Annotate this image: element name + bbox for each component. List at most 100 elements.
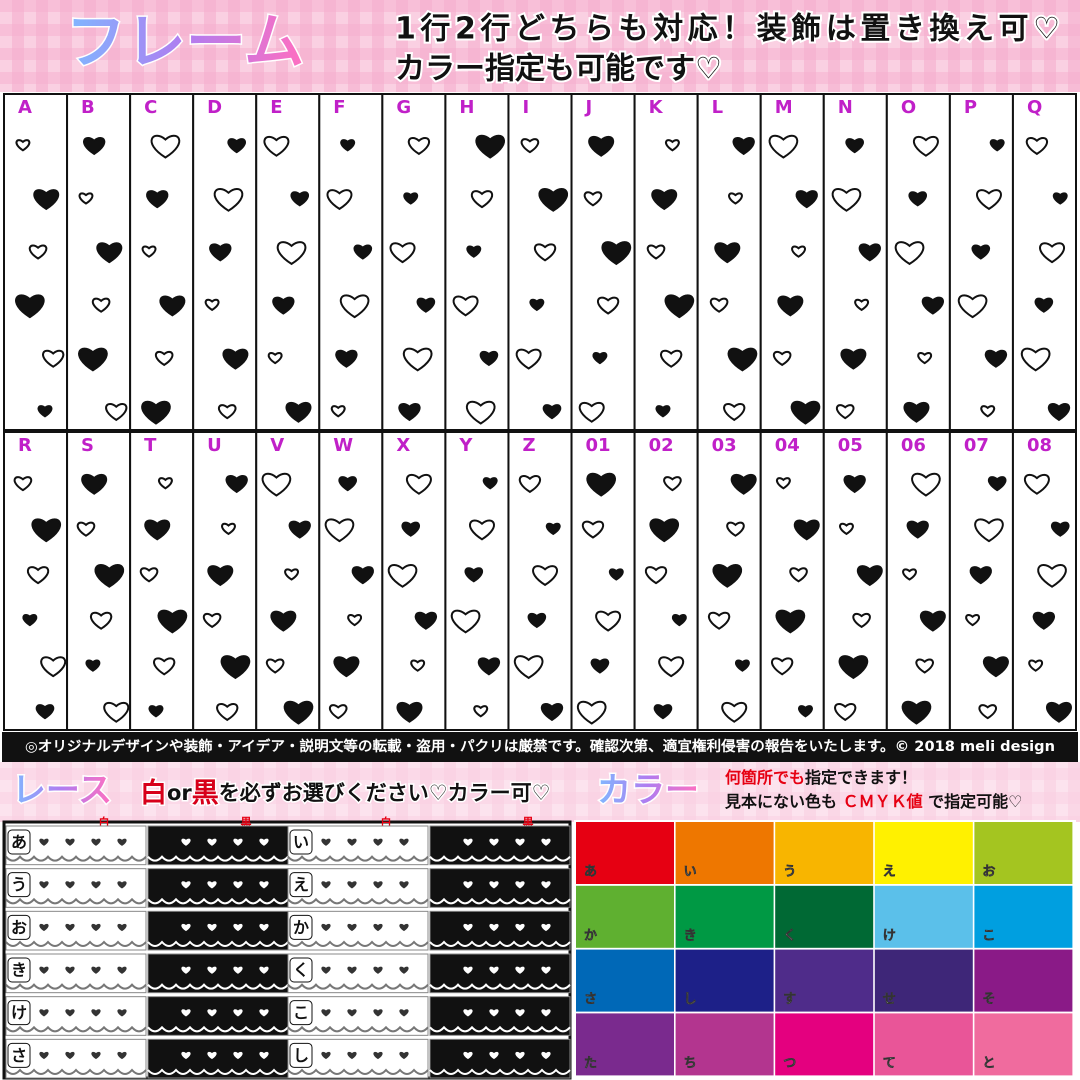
lace-motif: [541, 838, 551, 846]
decoration: [144, 519, 171, 541]
frame-column: [318, 93, 384, 431]
lace-motif: [65, 966, 75, 974]
decoration: [351, 566, 374, 585]
lace-motif: [39, 881, 49, 889]
decoration: [1032, 611, 1055, 630]
decoration: [1034, 297, 1054, 313]
decoration: [708, 611, 731, 630]
lace-motif: [207, 923, 217, 932]
decoration: [396, 701, 423, 723]
lace-label-bg: [289, 872, 313, 898]
decoration: [980, 405, 996, 418]
decoration: [276, 241, 307, 266]
decoration: [664, 294, 695, 319]
lace-motif: [181, 881, 191, 889]
lace-label: う: [11, 875, 27, 894]
decoration: [989, 139, 1005, 152]
decoration: [13, 476, 33, 492]
decoration: [78, 192, 94, 205]
lace-label: く: [293, 961, 309, 980]
decoration: [854, 298, 869, 312]
lace-motif: [489, 1009, 499, 1017]
frame-label: I: [522, 97, 529, 118]
frame-label: K: [649, 97, 664, 118]
decoration: [728, 192, 743, 205]
frame-column: [129, 431, 195, 731]
decoration: [263, 135, 290, 157]
lace-sample: [429, 996, 571, 1036]
decoration: [265, 658, 285, 674]
decoration: [227, 138, 246, 154]
lace-motif: [207, 1051, 217, 1060]
lace-label: あ: [11, 833, 27, 852]
decoration: [919, 610, 946, 632]
frames: A B C D E F G H I J K L M N O P Q R S T U V W X Y Z 01 02 03 04 05 06 07…: [3, 93, 1077, 731]
lace-motif: [515, 923, 525, 932]
lace-sample: [429, 953, 571, 994]
decoration: [515, 348, 542, 370]
lace-scallop: [5, 1025, 147, 1033]
decoration: [908, 191, 927, 207]
frame-column: [633, 93, 699, 431]
instruction-part: or: [167, 781, 192, 805]
decoration: [33, 189, 60, 211]
lace-motif: [373, 1051, 383, 1060]
lace-sample: [147, 910, 289, 951]
lace-sample: [147, 825, 289, 866]
decoration: [146, 190, 169, 209]
decoration: [270, 610, 297, 632]
color-swatch: [775, 822, 874, 884]
lace-sample: [429, 1038, 571, 1079]
lace-motif: [39, 1009, 49, 1017]
decoration: [608, 568, 624, 581]
decoration: [576, 700, 607, 725]
decoration: [15, 294, 45, 319]
lace-motif: [91, 1009, 101, 1017]
lace-motif: [489, 966, 499, 974]
color-swatch: [675, 1013, 774, 1076]
decoration: [726, 521, 745, 537]
color-swatch: [675, 822, 774, 884]
lace-motif: [259, 1051, 269, 1060]
lace-scallop: [429, 1068, 571, 1075]
decoration: [96, 242, 123, 264]
decoration: [209, 243, 232, 262]
decoration: [663, 476, 682, 492]
decoration: [1052, 192, 1068, 205]
decoration: [858, 243, 881, 262]
frame-label: 02: [649, 435, 674, 456]
decoration: [42, 349, 65, 368]
decoration: [658, 656, 685, 678]
decoration: [330, 405, 346, 418]
swatch-label: い: [684, 865, 697, 880]
color-swatch: [974, 949, 1073, 1012]
decoration: [225, 474, 248, 494]
decoration: [105, 402, 128, 422]
lace-label: き: [11, 961, 27, 980]
decoration: [464, 567, 484, 583]
decoration: [597, 296, 620, 315]
lace-scallop: [287, 897, 429, 905]
lace-motif: [259, 881, 269, 889]
lace-label-bg: [7, 957, 31, 983]
lace-motif: [259, 966, 269, 974]
swatch-label: く: [783, 928, 796, 943]
decoration: [834, 702, 857, 722]
lace-scallop: [147, 1025, 289, 1033]
decoration: [712, 563, 742, 588]
color-swatch: [974, 1013, 1073, 1076]
lace-scallop: [5, 855, 147, 862]
lace-motif: [91, 1051, 101, 1060]
decoration: [538, 187, 568, 212]
lace-motif: [347, 838, 357, 846]
decoration: [85, 659, 101, 672]
lace-sample: [147, 1038, 289, 1079]
lace-motif: [207, 838, 217, 846]
lace-motif: [91, 966, 101, 974]
color-swatch: [874, 885, 973, 948]
lace-motif: [463, 881, 473, 889]
lace-scallop: [147, 940, 289, 947]
frame-label: P: [964, 97, 977, 118]
decoration: [338, 476, 357, 492]
